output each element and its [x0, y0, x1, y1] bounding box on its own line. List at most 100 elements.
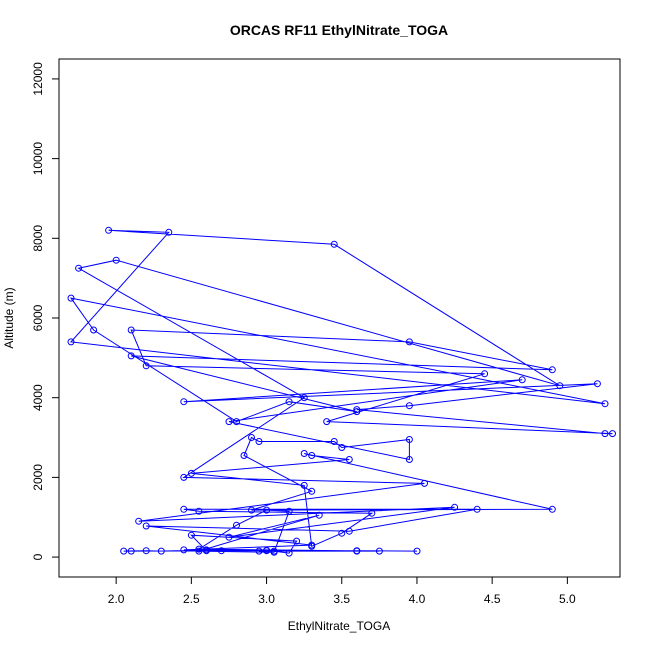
data-point: [338, 529, 346, 537]
data-point: [67, 338, 75, 346]
data-point: [195, 507, 203, 515]
data-point: [263, 546, 271, 554]
data-point: [353, 547, 361, 555]
data-point: [202, 547, 210, 555]
data-point: [248, 434, 255, 441]
data-point: [105, 226, 113, 234]
data-point: [308, 452, 316, 459]
data-point: [285, 549, 293, 557]
data-point: [248, 506, 255, 514]
x-tick-label: 3.5: [333, 592, 350, 606]
y-axis-label: Altitude (m): [2, 287, 16, 348]
data-point: [375, 547, 383, 555]
data-point: [233, 521, 240, 529]
y-tick-label: 12000: [31, 62, 45, 96]
data-point: [330, 240, 338, 248]
x-tick-label: 5.0: [559, 592, 576, 606]
data-point: [353, 406, 361, 414]
data-point: [142, 362, 150, 370]
data-point: [593, 380, 601, 388]
data-point: [233, 418, 240, 426]
y-axis: 0 2000 4000 6000 8000 10000 12000: [31, 62, 59, 560]
x-tick-label: 4.5: [484, 592, 501, 606]
data-point: [142, 547, 150, 555]
data-point: [300, 450, 308, 457]
data-point: [308, 487, 316, 495]
data-point: [270, 548, 278, 556]
x-tick-label: 2.5: [183, 592, 200, 606]
data-point: [180, 546, 188, 554]
data-point: [90, 326, 98, 334]
data-point: [67, 294, 75, 302]
data-point: [187, 469, 195, 477]
data-point: [255, 438, 263, 445]
y-tick-label: 4000: [31, 384, 45, 411]
data-point: [285, 507, 293, 515]
data-point: [481, 370, 489, 378]
data-point: [451, 503, 459, 511]
x-tick-label: 4.0: [409, 592, 426, 606]
x-axis: 2.0 2.5 3.0 3.5 4.0 4.5 5.0: [108, 577, 576, 606]
data-point: [127, 326, 135, 334]
data-point: [421, 479, 428, 487]
data-point: [217, 547, 225, 555]
data-point: [405, 436, 413, 443]
data-point: [135, 517, 143, 525]
data-point: [308, 542, 316, 550]
data-point: [323, 418, 331, 426]
data-point: [180, 505, 188, 513]
y-tick-label: 6000: [31, 304, 45, 331]
data-point: [338, 444, 346, 451]
data-point: [556, 382, 564, 390]
data-point: [285, 398, 293, 406]
y-tick-label: 0: [31, 553, 45, 560]
data-point: [120, 547, 128, 555]
data-point: [330, 438, 338, 445]
data-point: [293, 537, 301, 545]
data-point: [180, 473, 188, 481]
data-point: [127, 352, 135, 360]
data-point: [473, 505, 481, 513]
y-tick-label: 10000: [31, 142, 45, 176]
plot-frame: [58, 58, 621, 578]
x-tick-label: 2.0: [108, 592, 125, 606]
x-tick-label: 3.0: [258, 592, 275, 606]
data-point: [195, 545, 203, 553]
data-point: [300, 481, 308, 489]
x-axis-label: EthylNitrate_TOGA: [288, 619, 390, 633]
data-point: [142, 522, 150, 530]
data-point: [601, 400, 609, 408]
series-line: [69, 229, 613, 554]
data-point: [601, 430, 609, 438]
data-point: [187, 531, 195, 539]
data-point: [315, 511, 323, 519]
y-tick-label: 2000: [31, 464, 45, 491]
data-point: [112, 256, 120, 264]
data-point: [263, 506, 271, 514]
y-tick-label: 8000: [31, 225, 45, 252]
data-point: [255, 547, 263, 555]
data-point: [368, 509, 376, 517]
chart-title: ORCAS RF11 EthylNitrate_TOGA: [230, 22, 448, 38]
data-point: [405, 338, 413, 346]
data-point: [413, 547, 421, 555]
data-point: [157, 547, 165, 555]
data-point: [609, 430, 616, 438]
data-point: [195, 547, 203, 555]
data-point: [127, 547, 135, 555]
series-layer: [67, 226, 616, 557]
data-point: [225, 533, 233, 541]
data-point: [240, 452, 248, 459]
data-point: [405, 402, 413, 410]
data-point: [180, 398, 188, 406]
data-point: [345, 527, 353, 535]
data-point: [345, 456, 353, 463]
data-point: [548, 505, 556, 513]
data-point: [548, 366, 556, 374]
data-point: [225, 418, 233, 426]
data-point: [518, 376, 526, 384]
data-point: [300, 394, 308, 402]
data-point: [353, 408, 361, 416]
data-point: [405, 456, 413, 463]
